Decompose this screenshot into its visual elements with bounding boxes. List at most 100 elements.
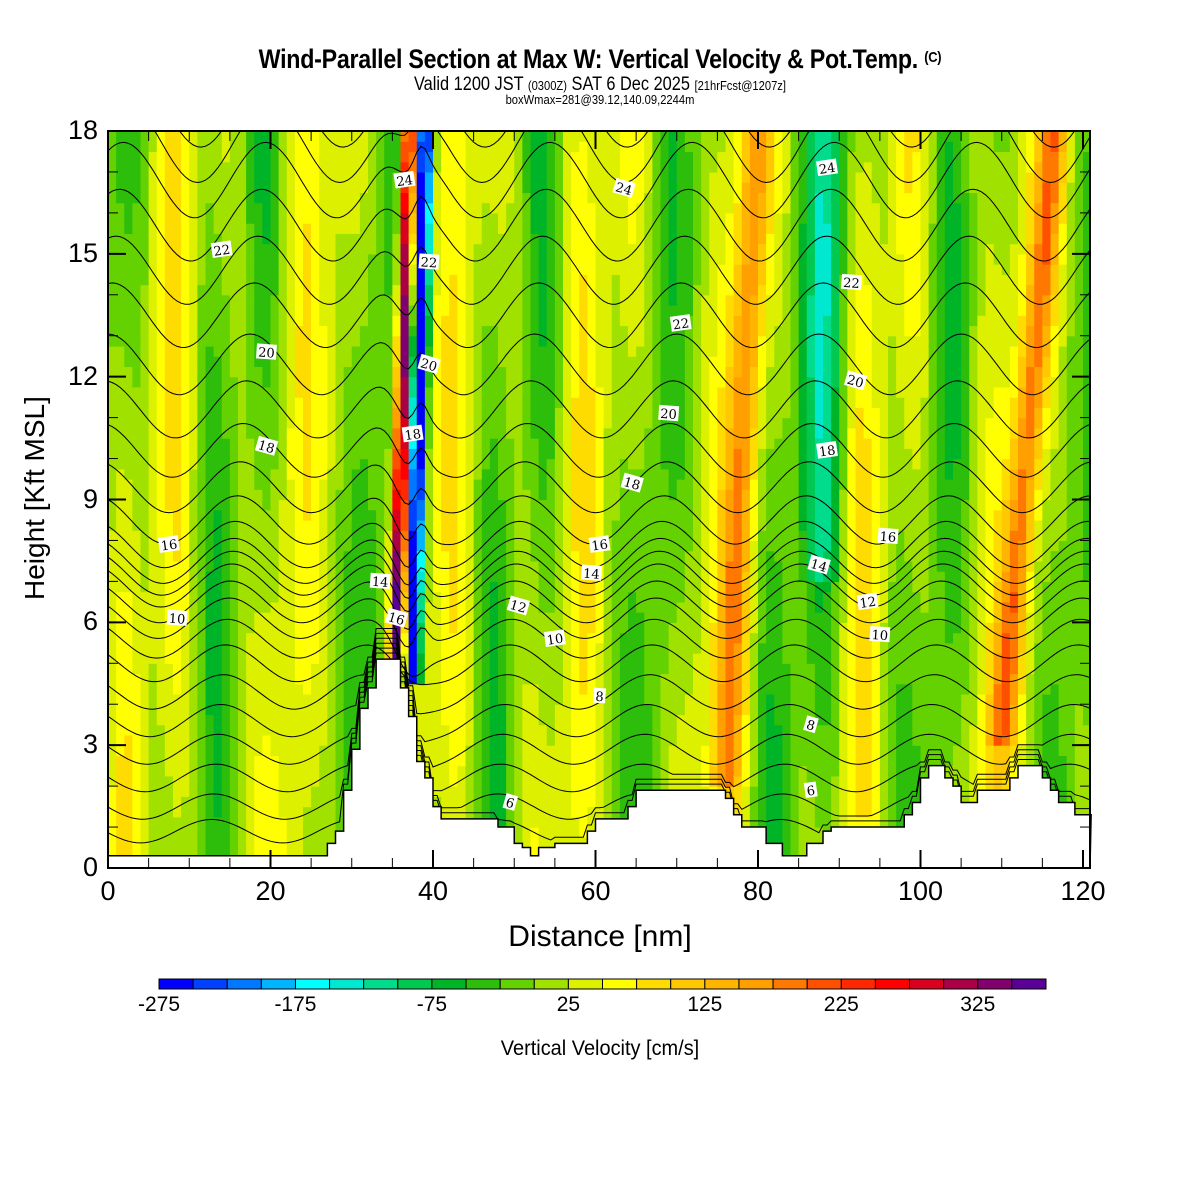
field-cell	[595, 427, 605, 439]
field-cell	[148, 407, 158, 419]
field-cell	[522, 765, 532, 777]
field-cell	[457, 530, 467, 542]
field-cell	[595, 141, 605, 153]
field-cell	[587, 171, 597, 183]
field-cell	[351, 499, 361, 511]
field-cell	[286, 775, 296, 787]
field-cell	[116, 141, 125, 153]
field-cell	[246, 305, 255, 316]
field-cell	[116, 212, 125, 224]
field-cell	[229, 468, 239, 480]
field-cell	[563, 530, 572, 542]
field-cell	[181, 724, 190, 736]
field-cell	[538, 202, 548, 214]
field-cell	[148, 786, 158, 797]
field-cell	[311, 581, 320, 593]
field-cell	[595, 673, 605, 685]
field-cell	[286, 745, 296, 757]
field-cell	[270, 161, 280, 173]
field-cell	[603, 479, 613, 490]
field-cell	[441, 509, 450, 521]
field-cell	[530, 591, 540, 603]
field-cell	[189, 243, 198, 255]
field-cell	[628, 223, 637, 234]
field-cell	[359, 468, 369, 480]
field-cell	[181, 755, 190, 767]
field-cell	[181, 468, 190, 480]
field-cell	[303, 448, 312, 460]
field-cell	[595, 315, 605, 327]
field-cell	[636, 519, 645, 531]
field-cell	[473, 683, 483, 695]
field-cell	[197, 612, 207, 623]
field-cell	[644, 212, 653, 224]
field-cell	[619, 693, 629, 705]
field-cell	[538, 253, 548, 265]
field-cell	[571, 376, 580, 388]
field-cell	[294, 765, 304, 777]
field-cell	[181, 479, 190, 490]
field-cell	[530, 427, 540, 439]
field-cell	[343, 202, 353, 214]
field-cell	[238, 376, 247, 388]
field-cell	[140, 591, 150, 603]
field-cell	[262, 560, 272, 572]
field-cell	[628, 632, 637, 644]
field-cell	[156, 356, 166, 368]
field-cell	[433, 345, 442, 357]
field-cell	[465, 663, 475, 675]
field-cell	[213, 315, 223, 327]
field-cell	[416, 305, 426, 316]
field-cell	[392, 560, 402, 572]
field-cell	[449, 202, 458, 214]
field-cell	[587, 489, 597, 501]
field-cell	[498, 765, 507, 777]
field-cell	[351, 407, 361, 419]
field-cell	[514, 315, 523, 327]
field-cell	[132, 427, 142, 439]
field-cell	[270, 704, 280, 716]
field-cell	[327, 468, 337, 480]
field-cell	[628, 591, 637, 603]
field-cell	[571, 673, 580, 685]
field-cell	[465, 806, 475, 818]
field-cell	[116, 560, 125, 572]
field-cell	[498, 632, 507, 644]
field-cell	[286, 540, 296, 552]
field-cell	[481, 335, 491, 347]
field-cell	[132, 356, 142, 368]
field-cell	[221, 540, 231, 552]
field-cell	[506, 182, 515, 194]
field-cell	[205, 386, 215, 398]
field-cell	[156, 294, 166, 306]
field-cell	[311, 601, 320, 613]
field-cell	[457, 345, 467, 357]
field-cell	[319, 622, 328, 634]
field-cell	[319, 427, 328, 439]
field-cell	[603, 233, 613, 245]
field-cell	[140, 581, 150, 593]
field-cell	[498, 622, 507, 634]
field-cell	[246, 591, 255, 603]
field-cell	[132, 468, 142, 480]
field-cell	[303, 653, 312, 664]
field-cell	[473, 182, 483, 194]
field-cell	[132, 417, 142, 429]
field-cell	[254, 243, 263, 255]
field-cell	[457, 417, 467, 429]
field-cell	[189, 837, 198, 849]
field-cell	[465, 458, 475, 470]
field-cell	[514, 653, 523, 664]
field-cell	[530, 540, 540, 552]
field-cell	[473, 612, 483, 623]
field-cell	[213, 704, 223, 716]
field-cell	[319, 519, 328, 531]
field-cell	[465, 519, 475, 531]
field-cell	[294, 161, 304, 173]
field-cell	[140, 274, 150, 286]
field-cell	[197, 274, 207, 286]
field-cell	[457, 571, 467, 582]
field-cell	[262, 192, 272, 204]
field-cell	[587, 530, 597, 542]
field-cell	[644, 775, 653, 787]
